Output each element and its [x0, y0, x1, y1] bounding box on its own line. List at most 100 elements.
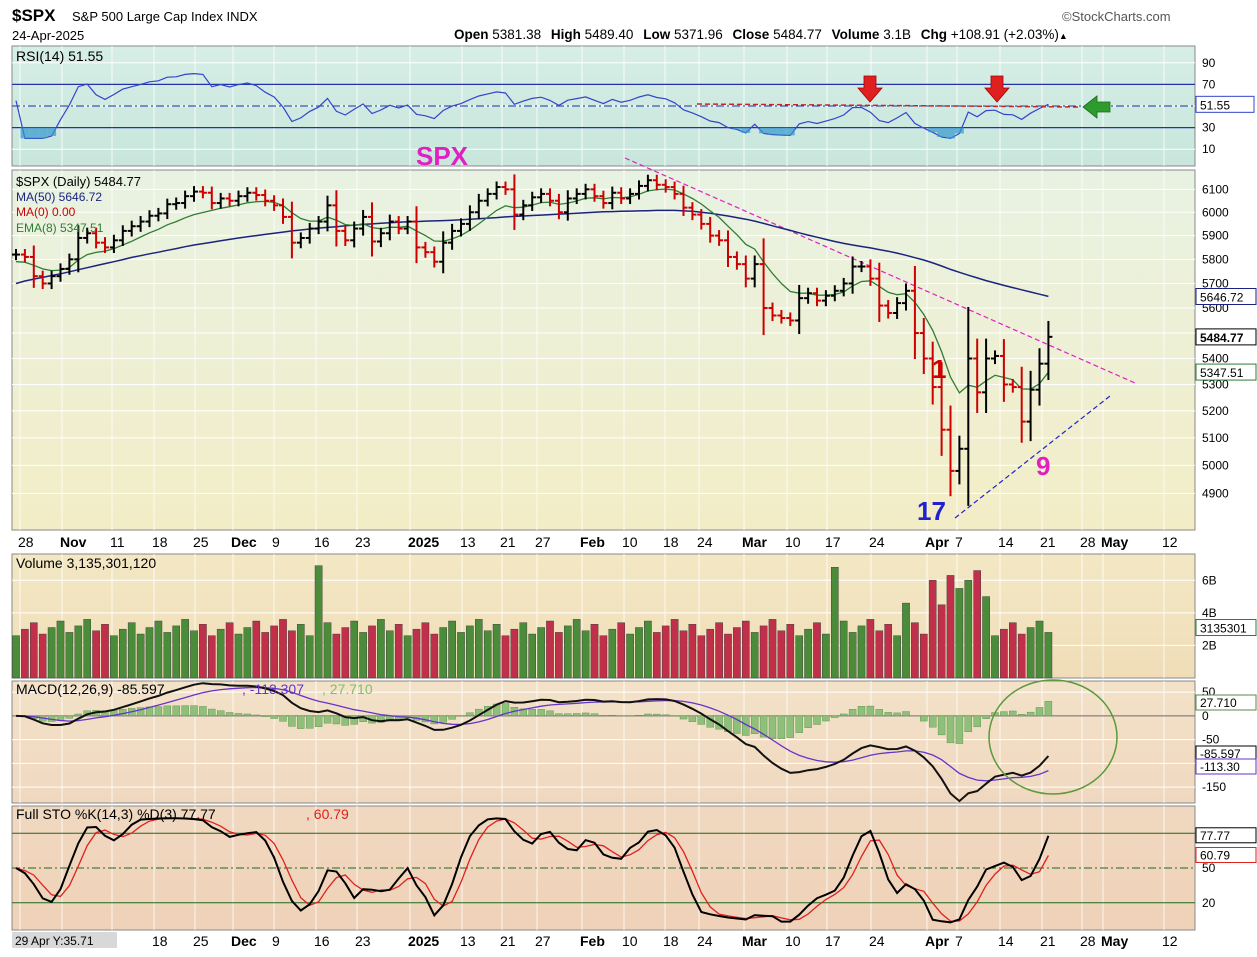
volume-bar	[412, 628, 421, 679]
macd-histogram-bar	[528, 708, 536, 717]
rsi-oversold-fill	[29, 127, 39, 139]
sto-value-tag-text: 60.79	[1200, 848, 1230, 862]
x-axis-label: 23	[355, 534, 371, 550]
close-label: Close	[732, 27, 770, 42]
ema8-legend: EMA(8) 5347.51	[16, 221, 104, 235]
macd-histogram-bar	[154, 706, 163, 717]
volume-bar	[118, 628, 127, 679]
price-bar	[261, 189, 270, 207]
price-bar	[368, 202, 376, 257]
macd-histogram-bar	[831, 715, 839, 718]
price-bar	[554, 193, 563, 220]
x-axis-label: 28	[1080, 534, 1096, 550]
macd-histogram-bar	[884, 712, 892, 717]
macd-histogram-bar	[314, 715, 323, 727]
volume-bar	[403, 635, 412, 679]
macd-histogram-bar	[608, 715, 616, 717]
price-bar	[439, 231, 448, 274]
macd-histogram-bar	[323, 715, 332, 724]
macd-histogram-bar	[279, 715, 287, 722]
macd-histogram-bar	[216, 710, 225, 717]
red-down-arrow-icon	[984, 75, 1010, 103]
price-bar	[1044, 320, 1053, 381]
macd-histogram-bar	[199, 706, 207, 717]
macd-histogram-bar	[466, 712, 474, 717]
volume-bar	[172, 625, 181, 679]
volume-bar	[706, 628, 714, 679]
volume-bar	[199, 624, 207, 679]
price-bar	[786, 312, 795, 327]
price-value-tag	[1195, 363, 1257, 381]
volume-bar	[866, 619, 875, 679]
price-panel-bg	[11, 169, 1196, 531]
price-bar	[546, 188, 554, 207]
macd-histogram-bar	[875, 709, 883, 717]
macd-histogram-bar	[261, 715, 269, 717]
price-bar	[243, 187, 252, 202]
rsi-oversold-fill	[759, 127, 769, 134]
price-tick-label: 5700	[1202, 276, 1229, 290]
stockcharts-logo[interactable]: ©StockCharts.com	[1062, 9, 1171, 24]
x-axis-label: 21	[1040, 534, 1056, 550]
volume-bar	[955, 588, 964, 679]
x-axis-bottom-label: Feb	[580, 933, 605, 949]
sto-tick-label: 50	[1202, 861, 1216, 875]
volume-bar	[270, 625, 278, 679]
x-axis-label: 9	[272, 534, 280, 550]
price-bar	[314, 216, 323, 235]
volume-bar	[795, 635, 803, 679]
macd-histogram-bar	[590, 713, 599, 717]
ma0-legend: MA(0) 0.00	[16, 205, 76, 219]
macd-histogram-bar	[786, 715, 794, 738]
price-bar	[279, 198, 287, 224]
volume-bar	[697, 635, 706, 679]
volume-bar	[279, 619, 287, 679]
volume-bar	[252, 620, 261, 679]
price-bar	[910, 266, 919, 360]
volume-legend: Volume 3,135,301,120	[16, 555, 156, 571]
price-bar	[732, 251, 741, 270]
price-bar	[813, 287, 821, 307]
macd-histogram-bar	[848, 709, 857, 717]
volume-bar	[608, 628, 617, 679]
macd-histogram-bar	[225, 712, 234, 717]
macd-histogram-bar	[804, 715, 812, 728]
sto-k-line	[15, 817, 1050, 924]
volume-bar	[1044, 632, 1053, 679]
x-axis-bottom-label: Dec	[231, 933, 257, 949]
sto-value-tag-text: 77.77	[1200, 829, 1230, 843]
macd-histogram-bar	[537, 709, 545, 717]
price-bar	[457, 218, 465, 237]
macd-histogram-bar	[777, 715, 786, 739]
volume-bar	[635, 627, 643, 679]
price-bar	[804, 287, 813, 304]
price-bar	[964, 307, 973, 506]
volume-bar	[216, 628, 225, 679]
x-axis-bottom-label: 14	[998, 933, 1014, 949]
volume-bar	[368, 625, 376, 679]
price-bar	[724, 230, 732, 268]
x-axis-label: May	[1101, 534, 1128, 550]
price-bar	[29, 245, 38, 288]
volume-bar	[1009, 622, 1017, 679]
price-bar	[848, 256, 857, 294]
volume-bar	[875, 630, 884, 679]
price-bar	[581, 183, 590, 200]
sto-value-tag	[1195, 846, 1257, 863]
x-axis-bottom-label: 23	[355, 933, 371, 949]
x-axis-bottom-label: Apr	[925, 933, 950, 949]
x-axis-bottom-label: 24	[697, 933, 713, 949]
volume-bar	[920, 633, 928, 679]
cursor-readout-bg	[12, 932, 117, 948]
volume-bar	[724, 633, 732, 679]
price-bar	[982, 338, 991, 414]
macd-histogram-bar	[893, 712, 901, 717]
price-bar	[305, 222, 314, 244]
volume-bar	[742, 620, 750, 679]
price-bar	[866, 259, 875, 286]
price-bar	[163, 198, 172, 220]
price-bar	[1035, 348, 1044, 406]
price-bar	[839, 277, 848, 297]
price-bar	[519, 199, 528, 221]
